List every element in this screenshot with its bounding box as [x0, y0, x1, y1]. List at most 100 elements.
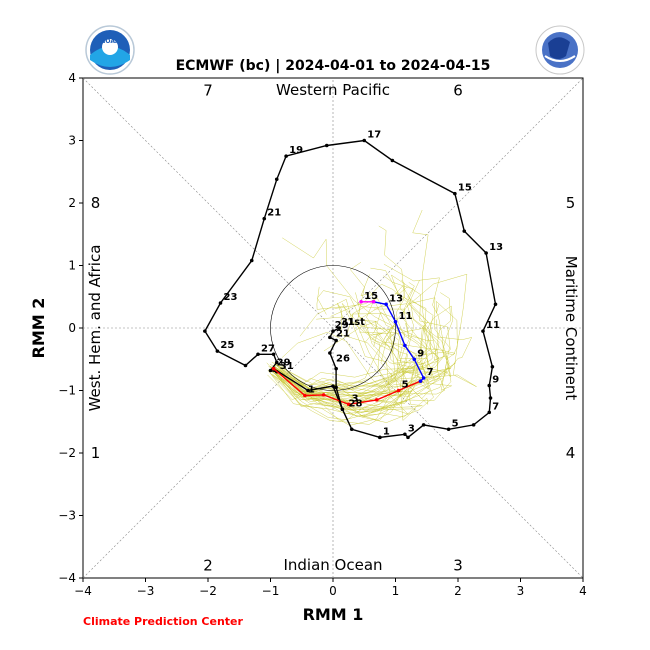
track-point	[215, 349, 220, 353]
y-tick-label: −3	[58, 509, 76, 523]
phase-label: 4	[566, 444, 576, 462]
region-label-bottom: Indian Ocean	[283, 556, 382, 574]
track-day-label: 1	[308, 385, 315, 396]
guide-diagonal-2	[82, 77, 584, 579]
y-tick-label: 0	[68, 321, 76, 335]
track-day-label: 29	[277, 358, 291, 369]
track-day-label: 15	[458, 183, 472, 194]
track-day-label: 7	[427, 367, 434, 378]
ensemble-member	[272, 209, 434, 395]
track-point	[274, 360, 279, 365]
track-point	[331, 384, 335, 388]
phase-label: 7	[203, 82, 213, 100]
ensemble-member	[272, 273, 468, 393]
ensemble-member	[278, 286, 412, 398]
track-point	[453, 191, 457, 196]
track-point	[334, 385, 338, 390]
track-point	[378, 435, 382, 440]
x-axis-ticks: −4 −3 −2 −1 0 1 2 3 4	[74, 578, 587, 598]
track-point	[371, 299, 376, 304]
region-label-right: Maritime Continent	[562, 256, 580, 401]
track-point	[421, 376, 426, 380]
track-point	[284, 154, 288, 158]
track-day-label: 17	[367, 130, 381, 141]
track-point	[271, 352, 276, 357]
track-day-label: 23	[224, 292, 238, 303]
track-day-label: 26	[336, 353, 350, 364]
track-day-label: 13	[489, 242, 503, 253]
track-point	[493, 302, 498, 307]
phase-label: 8	[91, 194, 101, 212]
track-point	[324, 143, 329, 148]
ensemble-member	[269, 274, 440, 403]
y-tick-label: 1	[68, 259, 76, 273]
y-tick-label: 2	[68, 196, 76, 210]
y-axis-ticks: −4 −3 −2 −1 0 1 2 3 4	[58, 71, 83, 585]
track-point	[481, 329, 485, 333]
track-point	[256, 352, 260, 357]
track-day-label: 21	[267, 208, 281, 219]
track-point	[218, 301, 223, 305]
track-point	[328, 351, 332, 355]
track-day-label: 31	[280, 361, 294, 372]
x-tick-label: 0	[329, 584, 337, 598]
phase-label: 2	[203, 557, 213, 575]
track-point	[393, 319, 398, 324]
track-day-label: 29	[335, 320, 349, 331]
track-point	[243, 363, 248, 368]
ensemble-member	[275, 322, 429, 418]
track-day-label: 11	[486, 320, 500, 331]
y-tick-label: 4	[68, 71, 76, 85]
y-tick-label: −1	[58, 384, 76, 398]
track-point	[403, 432, 407, 437]
track-point	[271, 366, 276, 371]
guide-lines	[82, 77, 584, 579]
track-day-label: 21	[336, 328, 350, 339]
track-point	[487, 410, 492, 415]
track-point	[406, 435, 410, 440]
phase-label: 6	[453, 82, 463, 100]
x-tick-label: −3	[137, 584, 155, 598]
track-day-label: 1st	[347, 317, 365, 328]
track-point	[303, 393, 307, 398]
track-point	[418, 379, 423, 383]
x-tick-label: 1	[392, 584, 400, 598]
track-day-label: 5	[402, 380, 409, 391]
track-day-label: 3	[352, 393, 359, 404]
y-axis-label: RMM 2	[29, 298, 48, 359]
track-point	[446, 427, 451, 432]
track-point	[374, 398, 379, 402]
ensemble-member	[278, 267, 452, 417]
x-tick-label: 4	[579, 584, 587, 598]
track-point	[334, 366, 338, 371]
x-tick-label: 2	[454, 584, 462, 598]
ensemble-member	[274, 331, 409, 415]
phase-label: 5	[566, 194, 576, 212]
track-point	[268, 368, 273, 373]
track-point	[384, 302, 388, 307]
track-day-label: 28	[349, 398, 363, 409]
track-point	[412, 357, 417, 362]
ensemble-member	[271, 274, 451, 383]
x-tick-label: 3	[517, 584, 525, 598]
ensemble-member	[272, 263, 445, 404]
ensemble-member	[274, 275, 429, 388]
track-day-label: 5	[452, 418, 459, 429]
track-day-label: 13	[389, 293, 403, 304]
y-tick-label: −2	[58, 446, 76, 460]
svg-text:NOAA: NOAA	[100, 38, 120, 45]
ensemble-member	[271, 279, 428, 414]
track-point	[471, 423, 476, 427]
track-point	[249, 258, 254, 263]
ensemble-member	[269, 292, 418, 425]
ensemble-member	[277, 328, 456, 404]
x-axis-label: RMM 1	[303, 605, 364, 624]
track-point	[337, 326, 342, 330]
track-point	[306, 388, 310, 393]
track-point	[390, 158, 395, 163]
region-label-left: West. Hem. and Africa	[86, 245, 104, 412]
track-day-label: 19	[289, 145, 303, 156]
track-point	[349, 427, 354, 432]
x-tick-label: −4	[74, 584, 92, 598]
